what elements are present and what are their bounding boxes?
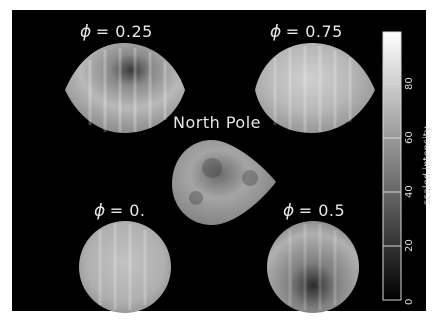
label-phi-0-5: ϕ = 0.5: [283, 201, 346, 221]
label-phi-0-25: ϕ = 0.25: [80, 22, 153, 42]
colorbar-title: scaled intensity: [422, 126, 433, 205]
colorbar-tick-40: 40: [404, 185, 415, 198]
colorbar-tick-80: 80: [404, 77, 415, 90]
label-phi-0: ϕ = 0.: [94, 201, 146, 221]
colorbar-tick-20: 20: [404, 239, 415, 252]
label-phi-0-75: ϕ = 0.75: [270, 22, 343, 42]
label-north-pole: North Pole: [173, 113, 261, 132]
colorbar-tick-0: 0: [404, 298, 415, 305]
colorbar-tick-60: 60: [404, 131, 415, 144]
